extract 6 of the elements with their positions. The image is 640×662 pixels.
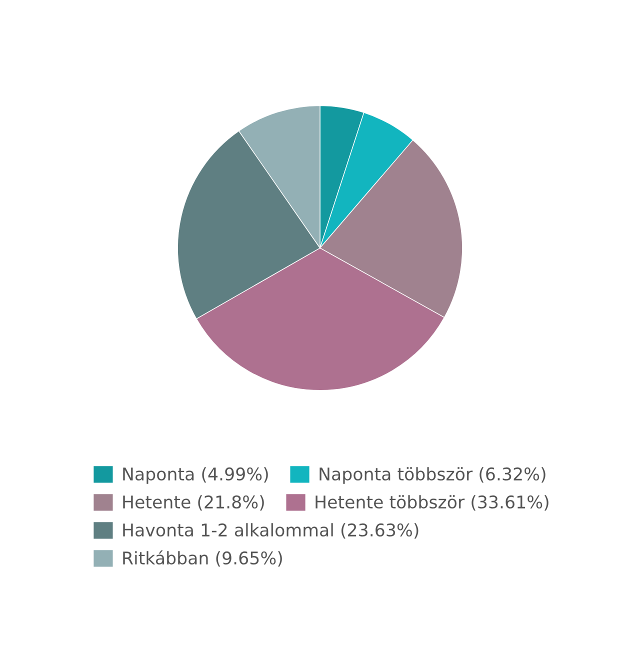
legend-label: Hetente többször (33.61%) <box>316 495 548 511</box>
legend-label: Naponta többször (6.32%) <box>320 467 546 484</box>
legend-label: Hetente (21.8%) <box>123 495 264 511</box>
legend-label: Ritkábban (9.65%) <box>123 550 282 567</box>
legend-label: Naponta (4.99%) <box>123 467 268 484</box>
legend-label: Havonta 1-2 alkalommal (23.63%) <box>123 523 418 539</box>
